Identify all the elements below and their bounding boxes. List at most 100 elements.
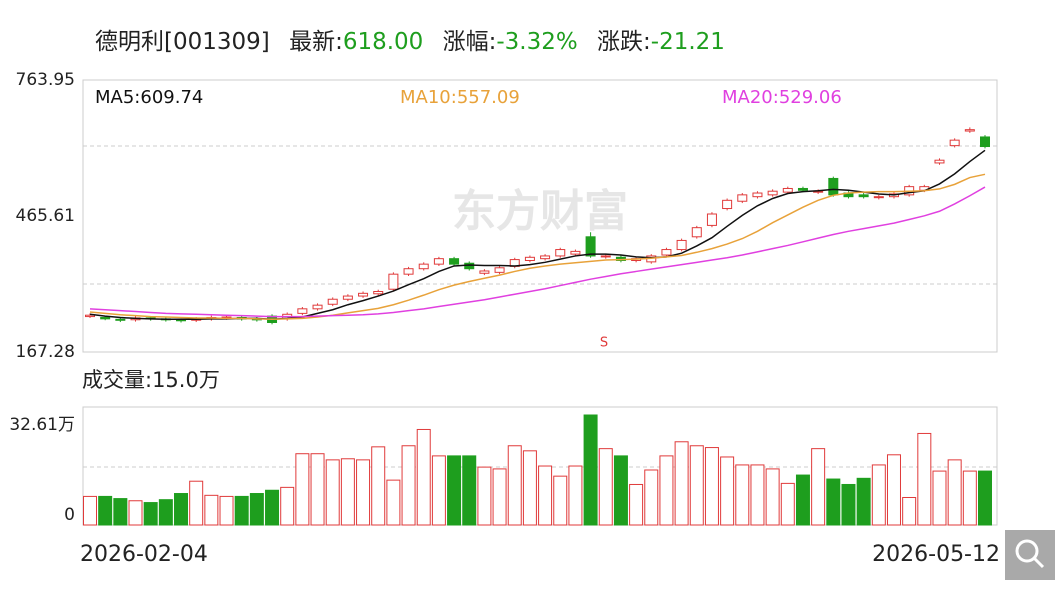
- candle-body: [540, 255, 551, 260]
- volume-bar: [811, 448, 826, 526]
- volume-bar: [310, 453, 325, 526]
- y-tick-label: 167.28: [16, 342, 75, 362]
- candle-body: [297, 308, 308, 314]
- volume-bar: [598, 448, 613, 526]
- y-tick-label: 763.95: [16, 70, 75, 90]
- candle-body: [737, 194, 748, 202]
- volume-bar: [947, 459, 962, 526]
- candle-body: [403, 268, 414, 275]
- volume-bar: [507, 445, 522, 526]
- candle-body: [100, 316, 111, 320]
- candle-body: [722, 199, 733, 210]
- candle-body: [388, 273, 399, 290]
- volume-bar: [932, 470, 947, 526]
- volume-bar: [522, 450, 537, 526]
- volume-bar: [462, 455, 477, 526]
- volume-bar: [795, 474, 810, 526]
- volume-bar: [568, 465, 583, 526]
- ma-line: [89, 186, 986, 318]
- header: 德明利[001309] 最新:618.00 涨幅:-3.32% 涨跌:-21.2…: [95, 29, 725, 55]
- candle-body: [676, 239, 687, 251]
- volume-bar: [204, 494, 219, 526]
- candle-body: [449, 258, 460, 265]
- volume-bar: [902, 496, 917, 526]
- volume-bar: [249, 493, 264, 526]
- volume-bar: [689, 445, 704, 526]
- volume-bar: [780, 482, 795, 526]
- volume-bar: [704, 447, 719, 526]
- watermark: 东方财富: [452, 186, 628, 237]
- candle-body: [782, 187, 793, 193]
- candle-body: [524, 256, 535, 261]
- volume-bar: [841, 483, 856, 526]
- candle-body: [433, 258, 444, 265]
- x-date: 2026-02-04: [80, 542, 208, 567]
- candle-body: [797, 187, 808, 191]
- volume-bar: [674, 441, 689, 526]
- candle-body: [661, 249, 672, 256]
- candle-body: [570, 250, 581, 255]
- volume-bar: [765, 468, 780, 526]
- change: -21.21: [651, 29, 725, 55]
- volume-bar: [962, 470, 977, 526]
- volume-bar: [280, 486, 295, 526]
- volume-bar: [447, 455, 462, 526]
- search-bg[interactable]: [1005, 530, 1055, 580]
- volume-bar: [629, 483, 644, 526]
- volume-bar: [128, 500, 143, 526]
- pct: -3.32%: [496, 29, 577, 55]
- search-button[interactable]: [1005, 530, 1055, 580]
- volume-bar: [826, 478, 841, 526]
- ma-line: [89, 173, 986, 321]
- candle-body: [691, 227, 702, 238]
- candle-body: [934, 159, 945, 164]
- volume-bar: [978, 470, 992, 526]
- volume-bar: [219, 495, 234, 526]
- volume-bar: [856, 477, 871, 526]
- volume-bar: [735, 464, 750, 526]
- candle-body: [555, 249, 566, 257]
- search-icon[interactable]: [1015, 539, 1039, 563]
- volume-bar: [234, 495, 249, 526]
- candle-body: [828, 177, 839, 196]
- search-icon[interactable]: [1032, 556, 1045, 569]
- volume-bar: [325, 459, 340, 526]
- volume-bar: [158, 499, 173, 526]
- candle-body: [964, 129, 975, 132]
- candle-body: [85, 314, 95, 318]
- volume-bar: [189, 480, 204, 526]
- candle-body: [479, 270, 490, 274]
- candle-body: [312, 304, 323, 310]
- volume-bar: [871, 464, 886, 526]
- volume-tick-label: 0: [64, 505, 75, 525]
- candle-body: [767, 190, 778, 196]
- candle-body: [494, 267, 505, 273]
- candle-body: [418, 263, 429, 270]
- volume-bar: [917, 432, 932, 526]
- candle-body: [585, 236, 596, 257]
- volume-bar: [644, 469, 659, 526]
- volume-bar: [583, 414, 598, 526]
- legend-ma20: MA20:529.06: [722, 87, 842, 108]
- candle-body: [342, 295, 353, 300]
- volume-bar: [143, 502, 158, 526]
- volume-bar: [886, 454, 901, 526]
- candle-body: [373, 290, 384, 295]
- candle-body: [706, 213, 717, 226]
- stock-name: 德明利[001309]: [95, 29, 270, 55]
- volume-bar: [659, 455, 674, 526]
- volume-bar: [174, 493, 189, 526]
- volume-bar: [295, 453, 310, 526]
- volume-bar: [553, 475, 568, 526]
- candle-body: [358, 292, 369, 297]
- volume-bar: [340, 458, 355, 526]
- volume-bar: [720, 456, 735, 526]
- candle-body: [752, 192, 763, 198]
- candle-body: [327, 298, 338, 305]
- latest: 618.00: [343, 29, 423, 55]
- volume-tick-label: 32.61万: [9, 415, 75, 435]
- volume-bar: [613, 455, 628, 526]
- volume-label: 成交量:15.0万: [82, 368, 220, 392]
- candle-body: [980, 136, 990, 148]
